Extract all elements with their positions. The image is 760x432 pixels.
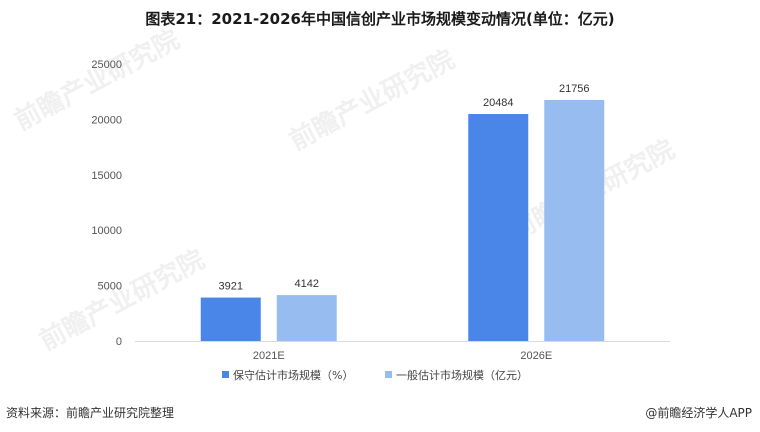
data-label: 20484 bbox=[483, 97, 514, 109]
y-tick-label: 5000 bbox=[98, 281, 122, 293]
bar bbox=[276, 295, 337, 341]
x-tick-label: 2021E bbox=[253, 350, 285, 362]
bar bbox=[468, 114, 529, 341]
bar bbox=[544, 99, 605, 342]
data-label: 3921 bbox=[219, 281, 243, 293]
chart-title: 图表21：2021-2026年中国信创产业市场规模变动情况(单位：亿元) bbox=[145, 10, 615, 28]
y-tick-label: 25000 bbox=[91, 59, 122, 71]
y-tick-label: 0 bbox=[116, 336, 122, 348]
source-note: 资料来源：前瞻产业研究院整理 bbox=[6, 406, 175, 420]
data-label: 21756 bbox=[559, 83, 590, 95]
y-tick-label: 20000 bbox=[91, 114, 122, 126]
x-tick-label: 2026E bbox=[520, 350, 552, 362]
legend-swatch bbox=[385, 371, 392, 378]
brand-credit: @前瞻经济学人APP bbox=[645, 406, 752, 420]
legend-label: 保守估计市场规模（%） bbox=[233, 368, 353, 382]
data-label: 4142 bbox=[295, 278, 319, 290]
bar bbox=[200, 297, 261, 341]
y-tick-label: 15000 bbox=[91, 170, 122, 182]
legend-swatch bbox=[222, 371, 229, 378]
y-tick-label: 10000 bbox=[91, 225, 122, 237]
legend-label: 一般估计市场规模（亿元） bbox=[396, 368, 528, 382]
